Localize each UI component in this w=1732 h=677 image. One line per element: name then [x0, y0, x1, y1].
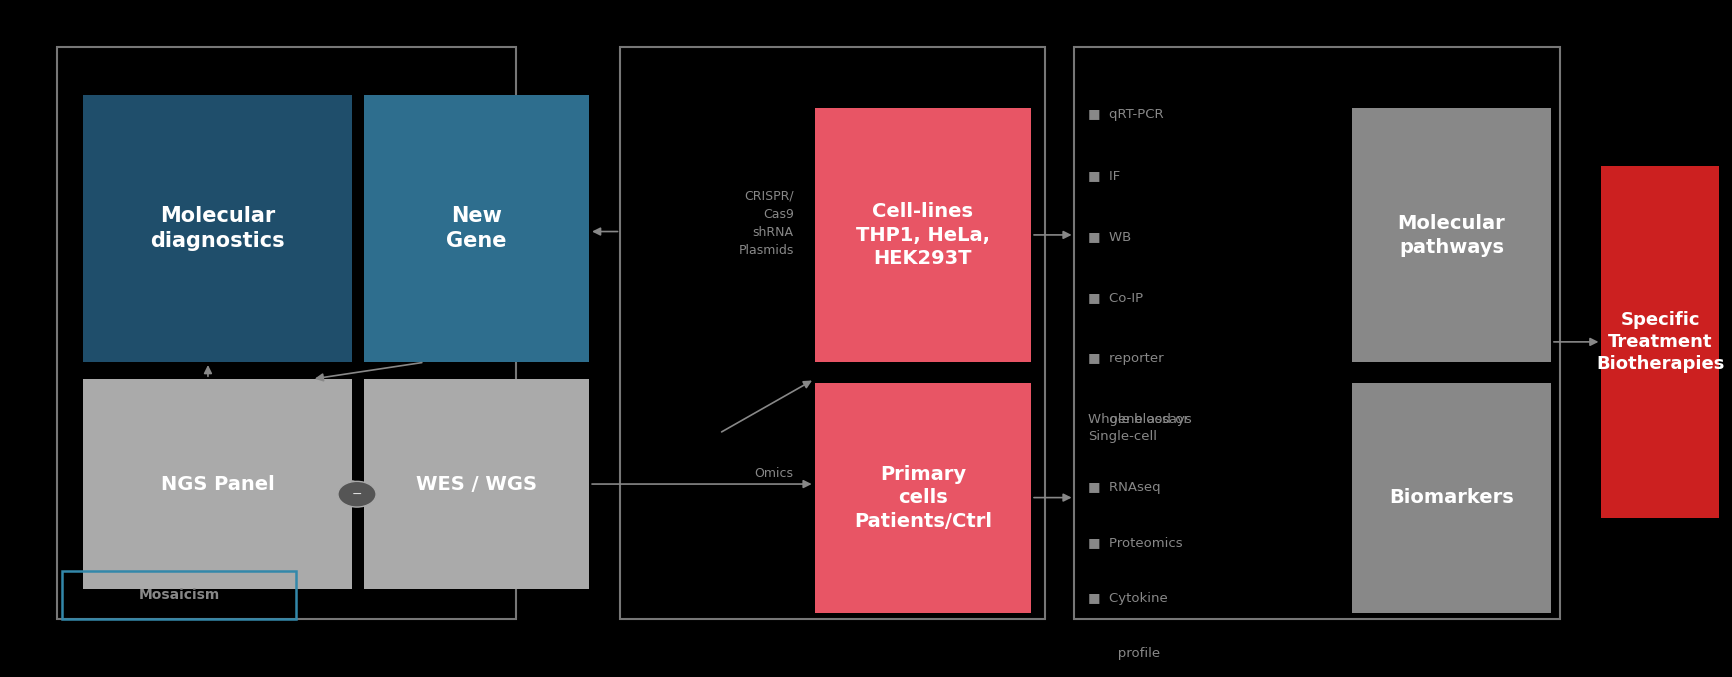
Bar — [1074, 47, 1559, 619]
Text: Biomarkers: Biomarkers — [1389, 488, 1512, 507]
Bar — [57, 47, 516, 619]
Text: Omics: Omics — [753, 467, 793, 480]
Text: profile: profile — [1088, 647, 1160, 660]
Text: ■  qRT-PCR: ■ qRT-PCR — [1088, 108, 1164, 121]
Text: WES / WGS: WES / WGS — [416, 475, 537, 494]
Text: ■  Cytokine: ■ Cytokine — [1088, 592, 1167, 605]
Text: ■  Co-IP: ■ Co-IP — [1088, 291, 1143, 304]
Bar — [364, 95, 589, 362]
Bar — [814, 108, 1031, 362]
Text: Molecular
diagnostics: Molecular diagnostics — [151, 206, 284, 251]
Bar — [814, 383, 1031, 613]
Text: ■  RNAseq: ■ RNAseq — [1088, 481, 1160, 494]
Bar — [1351, 383, 1550, 613]
Bar — [620, 47, 1044, 619]
Text: ■  reporter: ■ reporter — [1088, 352, 1164, 365]
Text: Cell-lines
THP1, HeLa,
HEK293T: Cell-lines THP1, HeLa, HEK293T — [856, 202, 989, 268]
Bar — [1351, 108, 1550, 362]
Text: Whole blood or
Single-cell: Whole blood or Single-cell — [1088, 413, 1188, 443]
Text: Molecular
pathways: Molecular pathways — [1396, 214, 1505, 257]
Text: gene assays: gene assays — [1088, 413, 1192, 426]
Ellipse shape — [338, 481, 376, 507]
Text: Primary
cells
Patients/Ctrl: Primary cells Patients/Ctrl — [854, 464, 991, 531]
Text: −: − — [352, 487, 362, 501]
Text: Specific
Treatment
Biotherapies: Specific Treatment Biotherapies — [1595, 311, 1723, 373]
Text: NGS Panel: NGS Panel — [161, 475, 274, 494]
Text: ■  Proteomics: ■ Proteomics — [1088, 536, 1183, 549]
Text: New
Gene: New Gene — [447, 206, 506, 251]
Bar — [364, 379, 589, 589]
Bar — [83, 379, 352, 589]
Text: ■  IF: ■ IF — [1088, 169, 1121, 182]
Text: CRISPR/
Cas9
shRNA
Plasmids: CRISPR/ Cas9 shRNA Plasmids — [738, 190, 793, 257]
Bar — [83, 95, 352, 362]
Bar — [1600, 166, 1718, 518]
Text: Mosaicism: Mosaicism — [139, 588, 220, 602]
Text: ■  WB: ■ WB — [1088, 230, 1131, 243]
Bar — [62, 571, 296, 619]
